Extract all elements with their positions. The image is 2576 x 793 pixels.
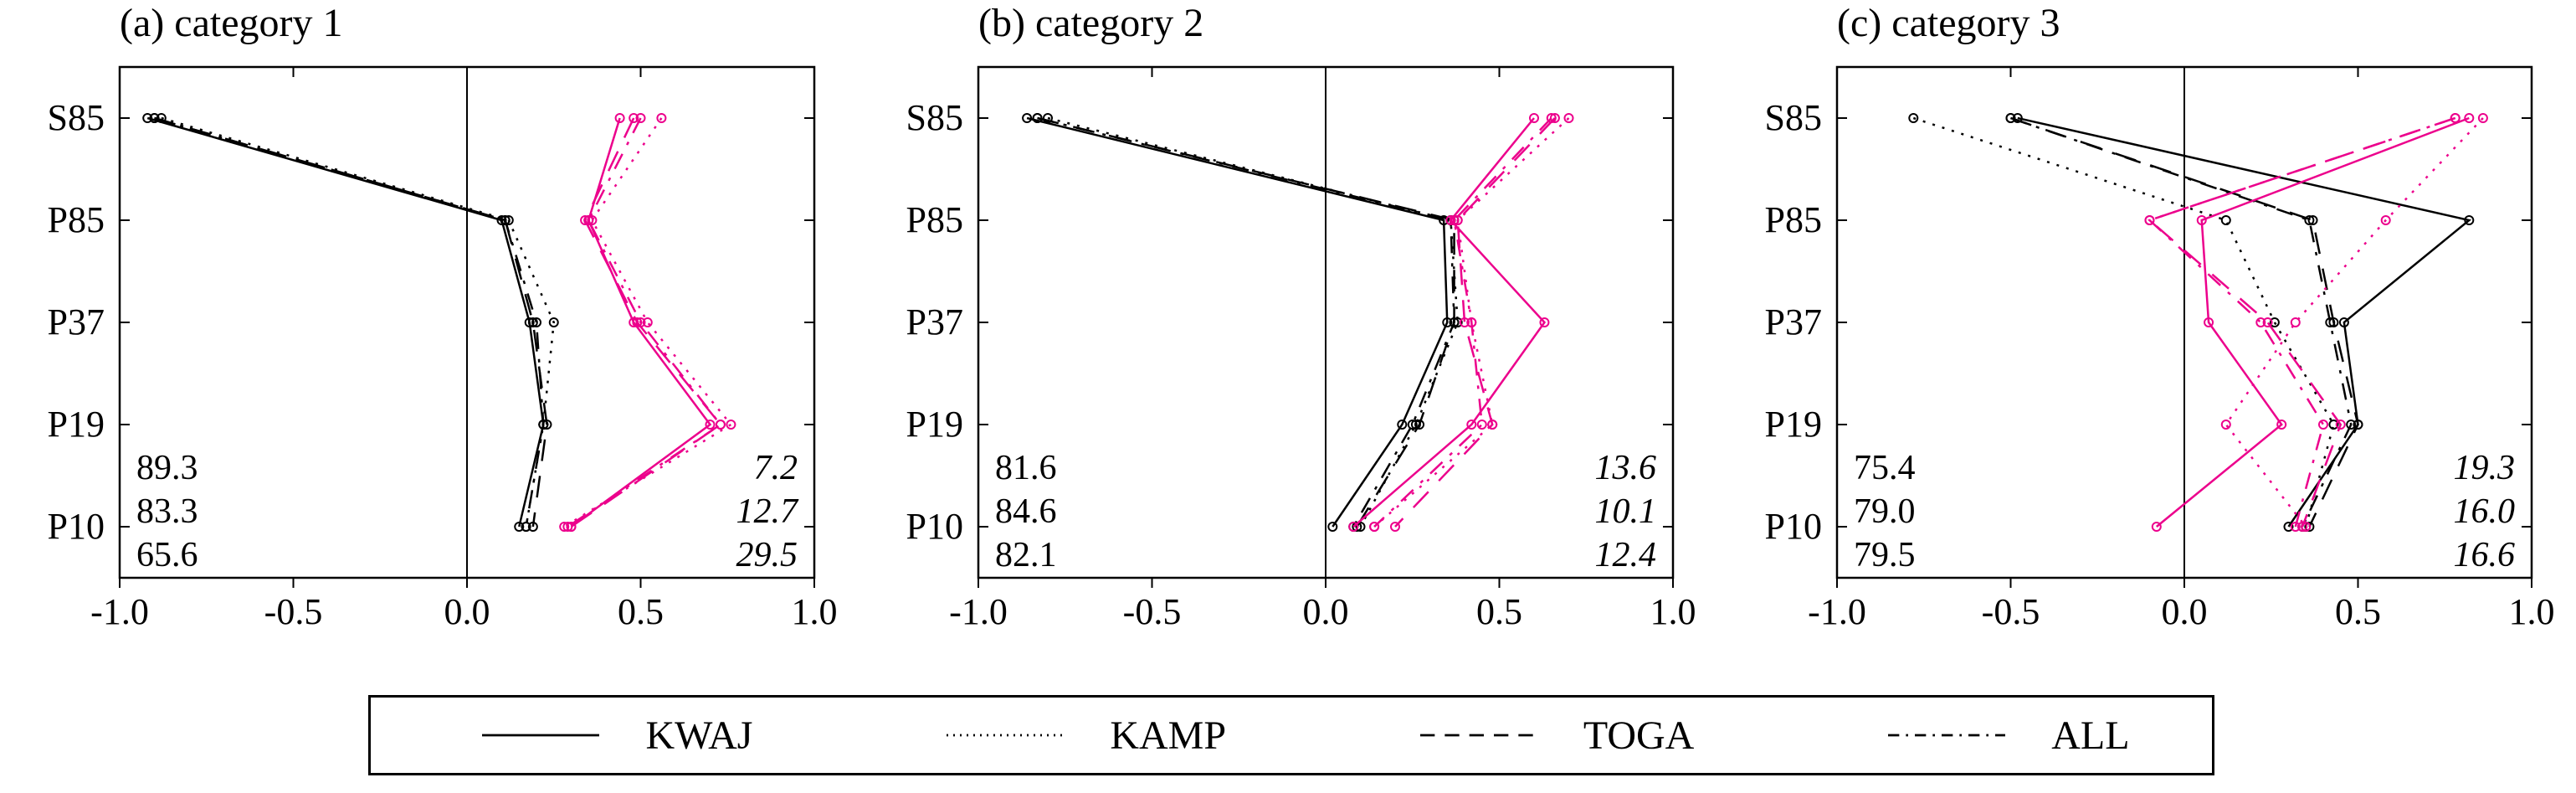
- svg-text:79.5: 79.5: [1854, 536, 1916, 574]
- legend-label-kamp: KAMP: [1110, 713, 1226, 759]
- legend-item-toga: TOGA: [1391, 713, 1694, 759]
- svg-text:10.1: 10.1: [1595, 492, 1657, 531]
- legend-item-all: ALL: [1859, 713, 2129, 759]
- svg-text:12.4: 12.4: [1595, 536, 1657, 574]
- svg-text:P10: P10: [48, 506, 105, 547]
- svg-text:-1.0: -1.0: [90, 591, 149, 632]
- svg-text:82.1: 82.1: [995, 536, 1057, 574]
- svg-text:P85: P85: [48, 199, 105, 240]
- svg-text:P37: P37: [48, 301, 105, 342]
- svg-text:13.6: 13.6: [1595, 449, 1657, 487]
- svg-text:P10: P10: [906, 506, 963, 547]
- panel-a-title: (a) category 1: [120, 0, 343, 46]
- svg-text:0.5: 0.5: [618, 591, 664, 632]
- svg-text:P19: P19: [48, 404, 105, 445]
- svg-text:7.2: 7.2: [754, 449, 798, 487]
- svg-text:84.6: 84.6: [995, 492, 1057, 531]
- figure-root: (a) category 1 -1.0 -0.5 0.0 0.5 1.0 S85 P85 P3…: [0, 0, 2576, 793]
- svg-text:16.0: 16.0: [2454, 492, 2516, 531]
- svg-text:19.3: 19.3: [2454, 449, 2516, 487]
- panel-c-svg: -1.0 -0.5 0.0 0.5 1.0 S85 P85 P37 P19 P10 75.4 79.0…: [1737, 50, 2557, 653]
- svg-text:16.6: 16.6: [2454, 536, 2516, 574]
- svg-text:12.7: 12.7: [736, 492, 800, 531]
- legend-swatch-all: [1859, 734, 2035, 737]
- svg-text:79.0: 79.0: [1854, 492, 1916, 531]
- svg-text:-1.0: -1.0: [949, 591, 1008, 632]
- legend-swatch-kwaj: [453, 734, 629, 737]
- svg-text:65.6: 65.6: [136, 536, 198, 574]
- legend-label-all: ALL: [2051, 713, 2129, 759]
- svg-text:0.0: 0.0: [444, 591, 490, 632]
- panel-b: (b) category 2 -1.0 -0.5 0.0 0.5 1.0 S85 P85 P3…: [878, 0, 1698, 653]
- svg-text:0.5: 0.5: [2335, 591, 2381, 632]
- svg-text:-0.5: -0.5: [264, 591, 323, 632]
- svg-text:P37: P37: [906, 301, 963, 342]
- svg-text:-1.0: -1.0: [1808, 591, 1866, 632]
- svg-text:89.3: 89.3: [136, 449, 198, 487]
- svg-text:29.5: 29.5: [736, 536, 798, 574]
- legend-item-kamp: KAMP: [917, 713, 1226, 759]
- panel-b-title: (b) category 2: [978, 0, 1203, 46]
- svg-text:S85: S85: [906, 97, 963, 138]
- svg-text:P10: P10: [1765, 506, 1822, 547]
- panel-b-svg: -1.0 -0.5 0.0 0.5 1.0 S85 P85 P37 P19 P10 81.6 84.6…: [878, 50, 1698, 653]
- legend: KWAJ KAMP TOGA ALL: [368, 695, 2214, 775]
- svg-text:75.4: 75.4: [1854, 449, 1916, 487]
- svg-text:1.0: 1.0: [2509, 591, 2555, 632]
- svg-text:83.3: 83.3: [136, 492, 198, 531]
- svg-text:1.0: 1.0: [1650, 591, 1696, 632]
- svg-text:P85: P85: [906, 199, 963, 240]
- svg-text:0.0: 0.0: [2162, 591, 2208, 632]
- svg-text:-0.5: -0.5: [1123, 591, 1182, 632]
- panel-a: (a) category 1 -1.0 -0.5 0.0 0.5 1.0 S85 P85 P3…: [19, 0, 839, 653]
- svg-text:1.0: 1.0: [792, 591, 838, 632]
- panel-a-svg: -1.0 -0.5 0.0 0.5 1.0 S85 P85 P37 P19 P10 89.3 83.3…: [19, 50, 839, 653]
- svg-text:P19: P19: [906, 404, 963, 445]
- svg-text:0.5: 0.5: [1476, 591, 1522, 632]
- panels-row: (a) category 1 -1.0 -0.5 0.0 0.5 1.0 S85 P85 P3…: [0, 0, 2576, 653]
- svg-text:P19: P19: [1765, 404, 1822, 445]
- svg-text:-0.5: -0.5: [1982, 591, 2040, 632]
- svg-text:P37: P37: [1765, 301, 1822, 342]
- svg-text:P85: P85: [1765, 199, 1822, 240]
- legend-swatch-toga: [1391, 734, 1567, 737]
- svg-text:S85: S85: [48, 97, 105, 138]
- legend-swatch-kamp: [917, 734, 1093, 737]
- panel-c: (c) category 3 -1.0 -0.5 0.0 0.5 1.0 S85 P85 P3…: [1737, 0, 2557, 653]
- panel-c-title: (c) category 3: [1837, 0, 2060, 46]
- svg-text:81.6: 81.6: [995, 449, 1057, 487]
- svg-text:S85: S85: [1765, 97, 1822, 138]
- legend-label-kwaj: KWAJ: [645, 713, 752, 759]
- legend-label-toga: TOGA: [1583, 713, 1694, 759]
- legend-item-kwaj: KWAJ: [453, 713, 752, 759]
- svg-text:0.0: 0.0: [1303, 591, 1349, 632]
